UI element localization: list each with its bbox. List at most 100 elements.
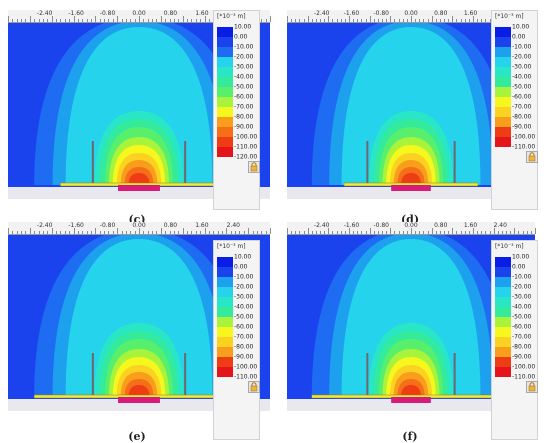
legend-value: -10.00 (234, 273, 254, 281)
ruler-tick (182, 16, 184, 22)
legend-value: 0.00 (512, 263, 526, 271)
ruler-tick (530, 231, 532, 234)
legend-value: 0.00 (512, 33, 526, 41)
legend-swatch (217, 97, 233, 107)
ruler-tick (69, 19, 71, 22)
ruler-tick (195, 19, 197, 22)
ruler-tick (112, 231, 114, 234)
legend-lock-button[interactable] (526, 381, 538, 393)
legend-value: -50.00 (512, 83, 532, 91)
ruler-label: 0.80 (163, 222, 178, 229)
legend-swatch (217, 127, 233, 137)
ruler-tick (439, 231, 441, 234)
ruler-label: 0.00 (404, 10, 418, 17)
ruler-label: 0.00 (404, 222, 418, 229)
ruler-tick (42, 231, 44, 234)
legend-swatch (495, 257, 511, 267)
ruler-tick (386, 231, 388, 234)
ruler-tick (485, 231, 487, 234)
sheet-pile-right (453, 141, 456, 185)
ruler-tick (398, 19, 400, 22)
ruler-tick (104, 19, 106, 22)
ruler-tick (473, 16, 474, 22)
legend-lock-button[interactable] (248, 381, 260, 393)
ruler-tick (473, 228, 474, 234)
legend-unit: [*10⁻³ m] (217, 243, 246, 250)
legend-unit: [*10⁻³ m] (495, 13, 524, 20)
legend-swatch (217, 277, 233, 287)
lock-shackle (251, 162, 257, 166)
ruler-tick (299, 19, 301, 22)
ruler-tick (125, 231, 127, 234)
ruler-tick (226, 228, 228, 234)
ruler-tick (143, 231, 145, 234)
ruler-tick (332, 231, 334, 234)
ruler-tick (324, 231, 326, 234)
legend-value: -60.00 (512, 93, 532, 101)
legend-swatch (217, 137, 233, 147)
ruler-tick (8, 228, 9, 234)
legend-swatch (495, 67, 511, 77)
ruler-tick (501, 231, 503, 234)
ruler-tick (411, 16, 412, 22)
ruler-tick (64, 231, 66, 234)
contour-band (128, 173, 150, 185)
ruler-tick (160, 228, 162, 234)
legend-swatch (495, 77, 511, 87)
contour-band (401, 385, 421, 397)
ruler-tick (477, 19, 479, 22)
ruler-tick (261, 19, 263, 22)
ruler-tick (369, 228, 371, 234)
ruler-tick (460, 231, 462, 234)
legend-swatch (495, 117, 511, 127)
ruler-tick (252, 231, 254, 234)
contour-plot (8, 23, 270, 199)
ruler-tick (328, 16, 330, 22)
ruler-tick (130, 231, 132, 234)
ruler-tick (256, 231, 258, 234)
ruler-tick (270, 228, 271, 234)
ruler-tick (200, 231, 202, 234)
ruler-tick (444, 19, 446, 22)
sheet-pile-left (366, 353, 369, 397)
ruler-tick (77, 231, 79, 234)
ruler-tick (402, 231, 404, 234)
ruler-tick (117, 16, 119, 22)
legend-swatch (495, 107, 511, 117)
legend-lock-button[interactable] (526, 151, 538, 163)
ruler-tick (398, 231, 400, 234)
legend-value: -40.00 (234, 73, 254, 81)
ruler-tick (402, 19, 404, 22)
ruler: -2.40 -1.60 -0.80 0.00 0.80 1.60 2.40 (8, 222, 271, 235)
ruler-tick (365, 19, 367, 22)
ruler-tick (415, 19, 417, 22)
legend-value: -100.00 (512, 133, 536, 141)
ruler-tick (12, 19, 14, 22)
ruler-tick (373, 231, 375, 234)
legend-unit: [*10⁻³ m] (495, 243, 524, 250)
legend-value: -10.00 (234, 43, 254, 51)
ruler-tick (25, 19, 27, 22)
ruler-tick (468, 231, 470, 234)
legend-swatch (217, 47, 233, 57)
ruler-tick (99, 19, 101, 22)
ruler-tick (382, 19, 384, 22)
ruler-tick (160, 16, 162, 22)
legend-swatch (495, 287, 511, 297)
ruler-label: -1.60 (343, 222, 360, 229)
lock-body (528, 155, 536, 162)
ruler-tick (21, 19, 23, 22)
contour-band (128, 385, 150, 397)
footing (391, 397, 431, 403)
legend-swatch (217, 297, 233, 307)
ruler-tick (104, 231, 106, 234)
ruler-tick (349, 228, 350, 234)
ruler-tick (147, 231, 149, 234)
ruler-tick (73, 16, 75, 22)
legend-lock-button[interactable] (248, 161, 260, 173)
ruler-tick (287, 228, 288, 234)
ruler-tick (235, 231, 237, 234)
ruler-tick (42, 19, 44, 22)
ground-strip (8, 399, 270, 411)
legend-value: -30.00 (512, 63, 532, 71)
